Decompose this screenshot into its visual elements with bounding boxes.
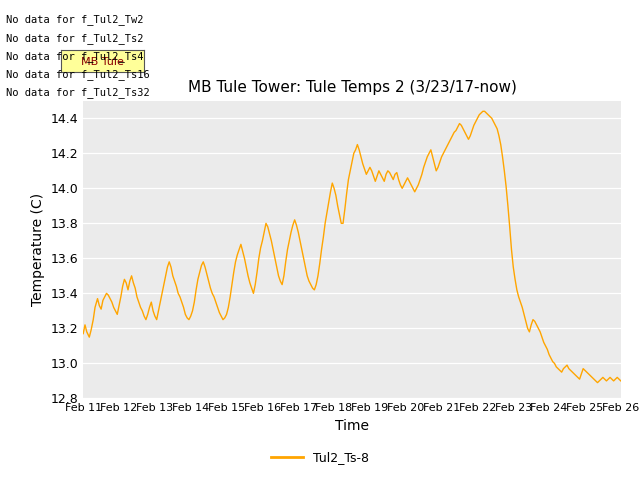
X-axis label: Time: Time: [335, 419, 369, 433]
Text: No data for f_Tul2_Ts2: No data for f_Tul2_Ts2: [6, 33, 144, 44]
Text: No data for f_Tul2_Ts16: No data for f_Tul2_Ts16: [6, 69, 150, 80]
Legend: Tul2_Ts-8: Tul2_Ts-8: [266, 446, 374, 469]
Text: No data for f_Tul2_Tw2: No data for f_Tul2_Tw2: [6, 14, 144, 25]
Title: MB Tule Tower: Tule Temps 2 (3/23/17-now): MB Tule Tower: Tule Temps 2 (3/23/17-now…: [188, 81, 516, 96]
Text: No data for f_Tul2_Ts32: No data for f_Tul2_Ts32: [6, 87, 150, 98]
Text: No data for f_Tul2_Ts4: No data for f_Tul2_Ts4: [6, 51, 144, 62]
Text: MB Tule: MB Tule: [81, 57, 124, 67]
Y-axis label: Temperature (C): Temperature (C): [31, 193, 45, 306]
